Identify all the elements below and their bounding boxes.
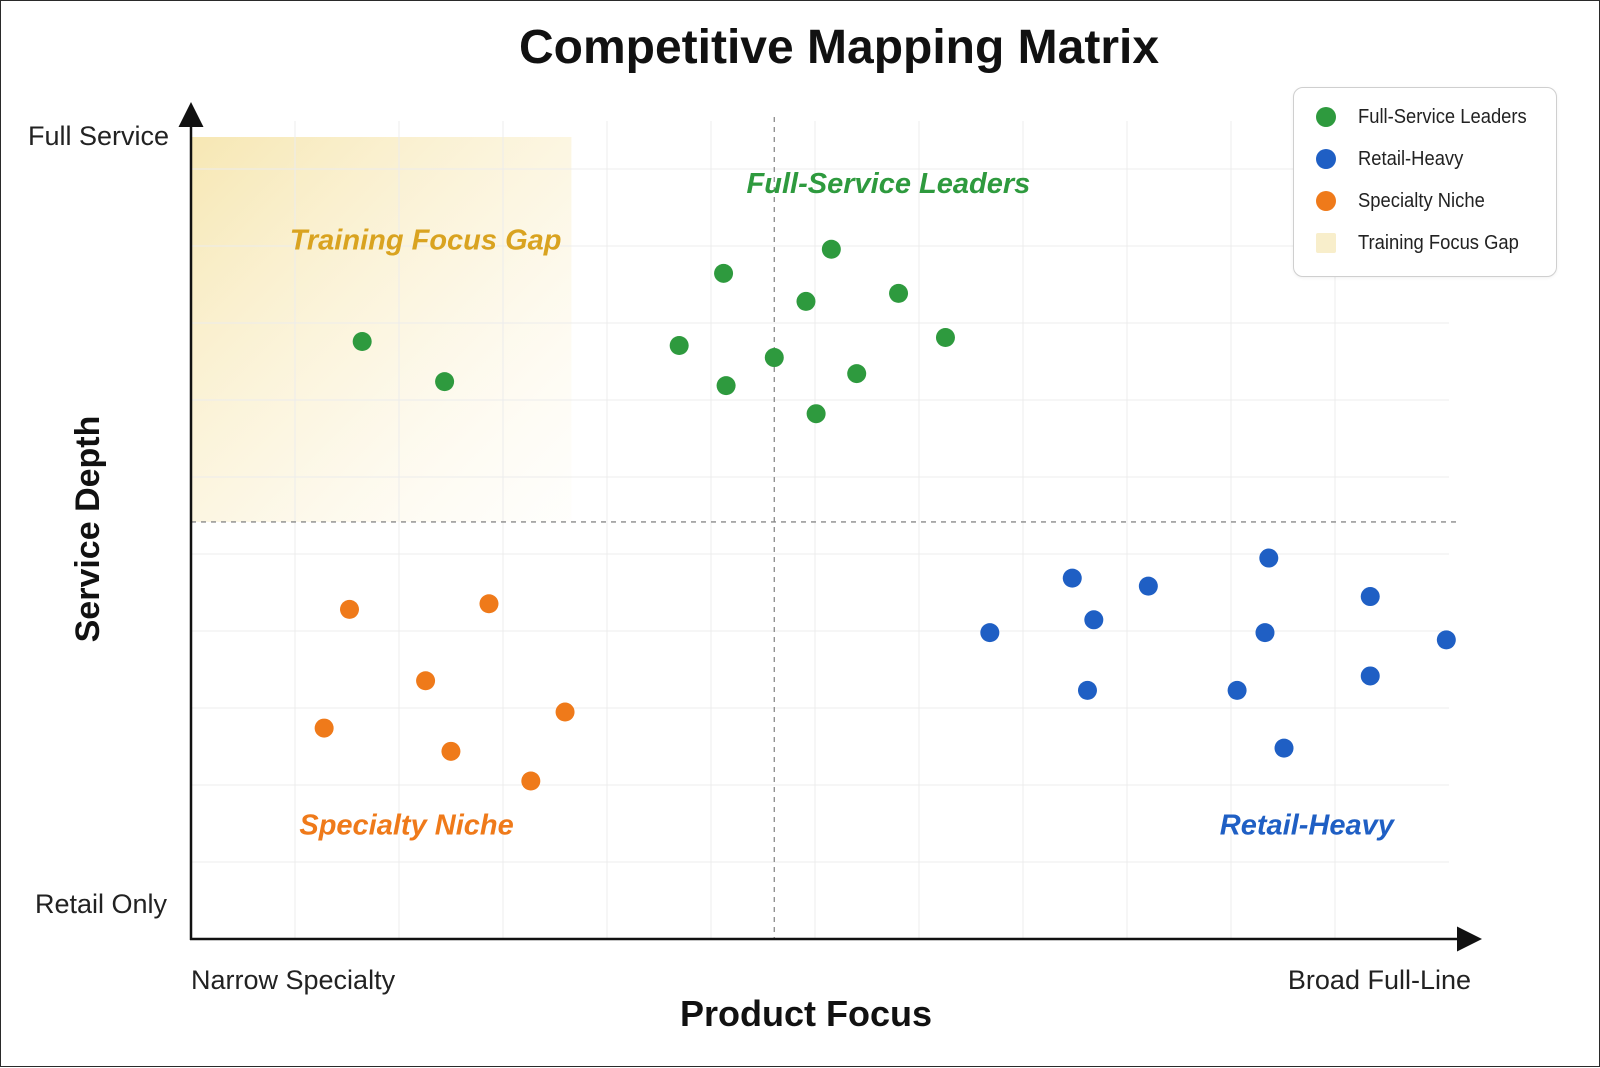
quadrant-annotation: Specialty Niche: [299, 810, 513, 842]
data-point: [796, 291, 816, 311]
data-point: [340, 599, 359, 619]
data-point: [1360, 666, 1380, 686]
data-point: [889, 283, 909, 303]
x-axis-label: Product Focus: [680, 993, 932, 1034]
data-point: [669, 336, 689, 356]
data-point: [1138, 576, 1158, 596]
legend: Full-Service Leaders Retail-Heavy Specia…: [1293, 87, 1557, 277]
data-point: [555, 702, 575, 722]
data-point: [441, 741, 461, 761]
legend-marker: [1316, 233, 1336, 253]
data-point: [1436, 630, 1456, 650]
data-point: [1259, 548, 1279, 568]
y-axis-label: Service Depth: [69, 416, 107, 643]
data-point: [714, 263, 734, 283]
data-point: [1077, 680, 1097, 700]
y-tick-label-min: Retail Only: [35, 889, 168, 919]
data-point: [521, 771, 541, 791]
data-point: [821, 239, 841, 259]
legend-marker: [1316, 107, 1336, 127]
data-point: [1360, 587, 1380, 607]
legend-marker: [1316, 149, 1336, 169]
data-point: [1062, 568, 1082, 588]
data-point: [416, 671, 436, 691]
data-point: [980, 623, 1000, 643]
x-tick-label-max: Broad Full-Line: [1288, 965, 1471, 995]
data-point: [1274, 738, 1294, 758]
quadrant-annotation: Full-Service Leaders: [747, 168, 1031, 200]
data-point: [352, 332, 372, 352]
data-point: [479, 594, 499, 614]
quadrant-annotation: Training Focus Gap: [290, 224, 562, 256]
legend-marker: [1316, 191, 1336, 211]
legend-item-full-service-leaders: Full-Service Leaders: [1316, 102, 1541, 132]
data-point: [764, 348, 784, 368]
data-point: [435, 372, 455, 392]
y-tick-label-max: Full Service: [28, 121, 169, 151]
legend-label: Specialty Niche: [1358, 189, 1485, 212]
legend-label: Full-Service Leaders: [1358, 105, 1527, 128]
data-point: [1084, 610, 1104, 630]
data-point: [935, 328, 955, 347]
data-point: [314, 718, 334, 738]
legend-label: Training Focus Gap: [1358, 231, 1519, 254]
training-focus-gap-region: [191, 137, 572, 522]
legend-item-specialty-niche: Specialty Niche: [1316, 186, 1496, 216]
data-point: [847, 364, 867, 384]
data-point: [1227, 680, 1247, 700]
legend-item-retail-heavy: Retail-Heavy: [1316, 144, 1472, 174]
quadrant-annotation: Retail-Heavy: [1220, 810, 1396, 842]
data-point: [806, 404, 826, 424]
x-tick-label-min: Narrow Specialty: [191, 965, 396, 995]
chart-title: Competitive Mapping Matrix: [519, 21, 1159, 74]
legend-item-training-focus-gap: Training Focus Gap: [1316, 228, 1533, 258]
legend-label: Retail-Heavy: [1358, 147, 1464, 170]
data-point: [1255, 623, 1275, 643]
data-point: [716, 376, 736, 396]
